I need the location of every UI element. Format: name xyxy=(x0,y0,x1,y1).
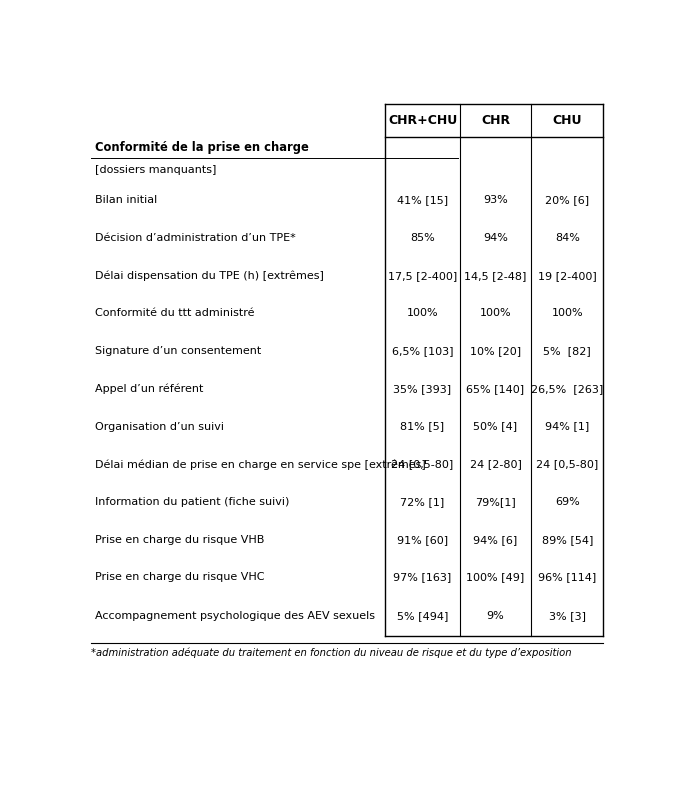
Text: 3% [3]: 3% [3] xyxy=(549,611,586,622)
Text: 100%: 100% xyxy=(480,308,511,318)
Text: [dossiers manquants]: [dossiers manquants] xyxy=(95,165,217,175)
Text: Information du patient (fiche suivi): Information du patient (fiche suivi) xyxy=(95,497,290,507)
Text: 100%: 100% xyxy=(407,308,438,318)
Text: 81% [5]: 81% [5] xyxy=(401,421,445,432)
Text: Bilan initial: Bilan initial xyxy=(95,195,158,205)
Text: 26,5%  [263]: 26,5% [263] xyxy=(531,384,603,394)
Text: 24 [0,5-80]: 24 [0,5-80] xyxy=(536,459,598,469)
Text: 97% [163]: 97% [163] xyxy=(393,573,452,582)
Text: 20% [6]: 20% [6] xyxy=(545,195,589,205)
Text: 19 [2-400]: 19 [2-400] xyxy=(538,271,596,280)
Text: 93%: 93% xyxy=(483,195,508,205)
Text: 94% [6]: 94% [6] xyxy=(473,535,518,545)
Text: 5%  [82]: 5% [82] xyxy=(544,346,591,356)
Text: 35% [393]: 35% [393] xyxy=(393,384,452,394)
Text: Délai médian de prise en charge en service spe [extrêmes]: Délai médian de prise en charge en servi… xyxy=(95,459,427,470)
Text: CHU: CHU xyxy=(552,114,582,127)
Text: 89% [54]: 89% [54] xyxy=(542,535,593,545)
Text: 84%: 84% xyxy=(555,233,580,243)
Text: 10% [20]: 10% [20] xyxy=(470,346,521,356)
Text: 94%: 94% xyxy=(483,233,508,243)
Text: 5% [494]: 5% [494] xyxy=(397,611,448,622)
Text: CHR+CHU: CHR+CHU xyxy=(388,114,457,127)
Text: Délai dispensation du TPE (h) [extrêmes]: Délai dispensation du TPE (h) [extrêmes] xyxy=(95,270,324,281)
Text: CHR: CHR xyxy=(481,114,510,127)
Text: 94% [1]: 94% [1] xyxy=(545,421,590,432)
Text: 6,5% [103]: 6,5% [103] xyxy=(392,346,454,356)
Text: 69%: 69% xyxy=(555,497,580,507)
Text: 14,5 [2-48]: 14,5 [2-48] xyxy=(464,271,527,280)
Text: 85%: 85% xyxy=(410,233,435,243)
Text: 91% [60]: 91% [60] xyxy=(397,535,448,545)
Text: Conformité du ttt administré: Conformité du ttt administré xyxy=(95,308,255,318)
Text: 79%[1]: 79%[1] xyxy=(475,497,516,507)
Text: 96% [114]: 96% [114] xyxy=(538,573,596,582)
Text: Accompagnement psychologique des AEV sexuels: Accompagnement psychologique des AEV sex… xyxy=(95,611,376,622)
Text: Conformité de la prise en charge: Conformité de la prise en charge xyxy=(95,141,309,154)
Text: 41% [15]: 41% [15] xyxy=(397,195,448,205)
Text: Appel d’un référent: Appel d’un référent xyxy=(95,383,204,394)
Text: 9%: 9% xyxy=(487,611,504,622)
Text: 24 [0,5-80]: 24 [0,5-80] xyxy=(391,459,454,469)
Text: 72% [1]: 72% [1] xyxy=(400,497,445,507)
Text: Organisation d’un suivi: Organisation d’un suivi xyxy=(95,421,225,432)
Text: Décision d’administration d’un TPE*: Décision d’administration d’un TPE* xyxy=(95,233,297,243)
Text: 100%: 100% xyxy=(552,308,583,318)
Text: Signature d’un consentement: Signature d’un consentement xyxy=(95,346,262,356)
Text: 24 [2-80]: 24 [2-80] xyxy=(470,459,521,469)
Text: 50% [4]: 50% [4] xyxy=(473,421,518,432)
Text: Prise en charge du risque VHC: Prise en charge du risque VHC xyxy=(95,573,265,582)
Text: 65% [140]: 65% [140] xyxy=(466,384,525,394)
Text: Prise en charge du risque VHB: Prise en charge du risque VHB xyxy=(95,535,265,545)
Text: 17,5 [2-400]: 17,5 [2-400] xyxy=(388,271,457,280)
Text: *administration adéquate du traitement en fonction du niveau de risque et du typ: *administration adéquate du traitement e… xyxy=(91,647,571,657)
Text: 100% [49]: 100% [49] xyxy=(466,573,525,582)
